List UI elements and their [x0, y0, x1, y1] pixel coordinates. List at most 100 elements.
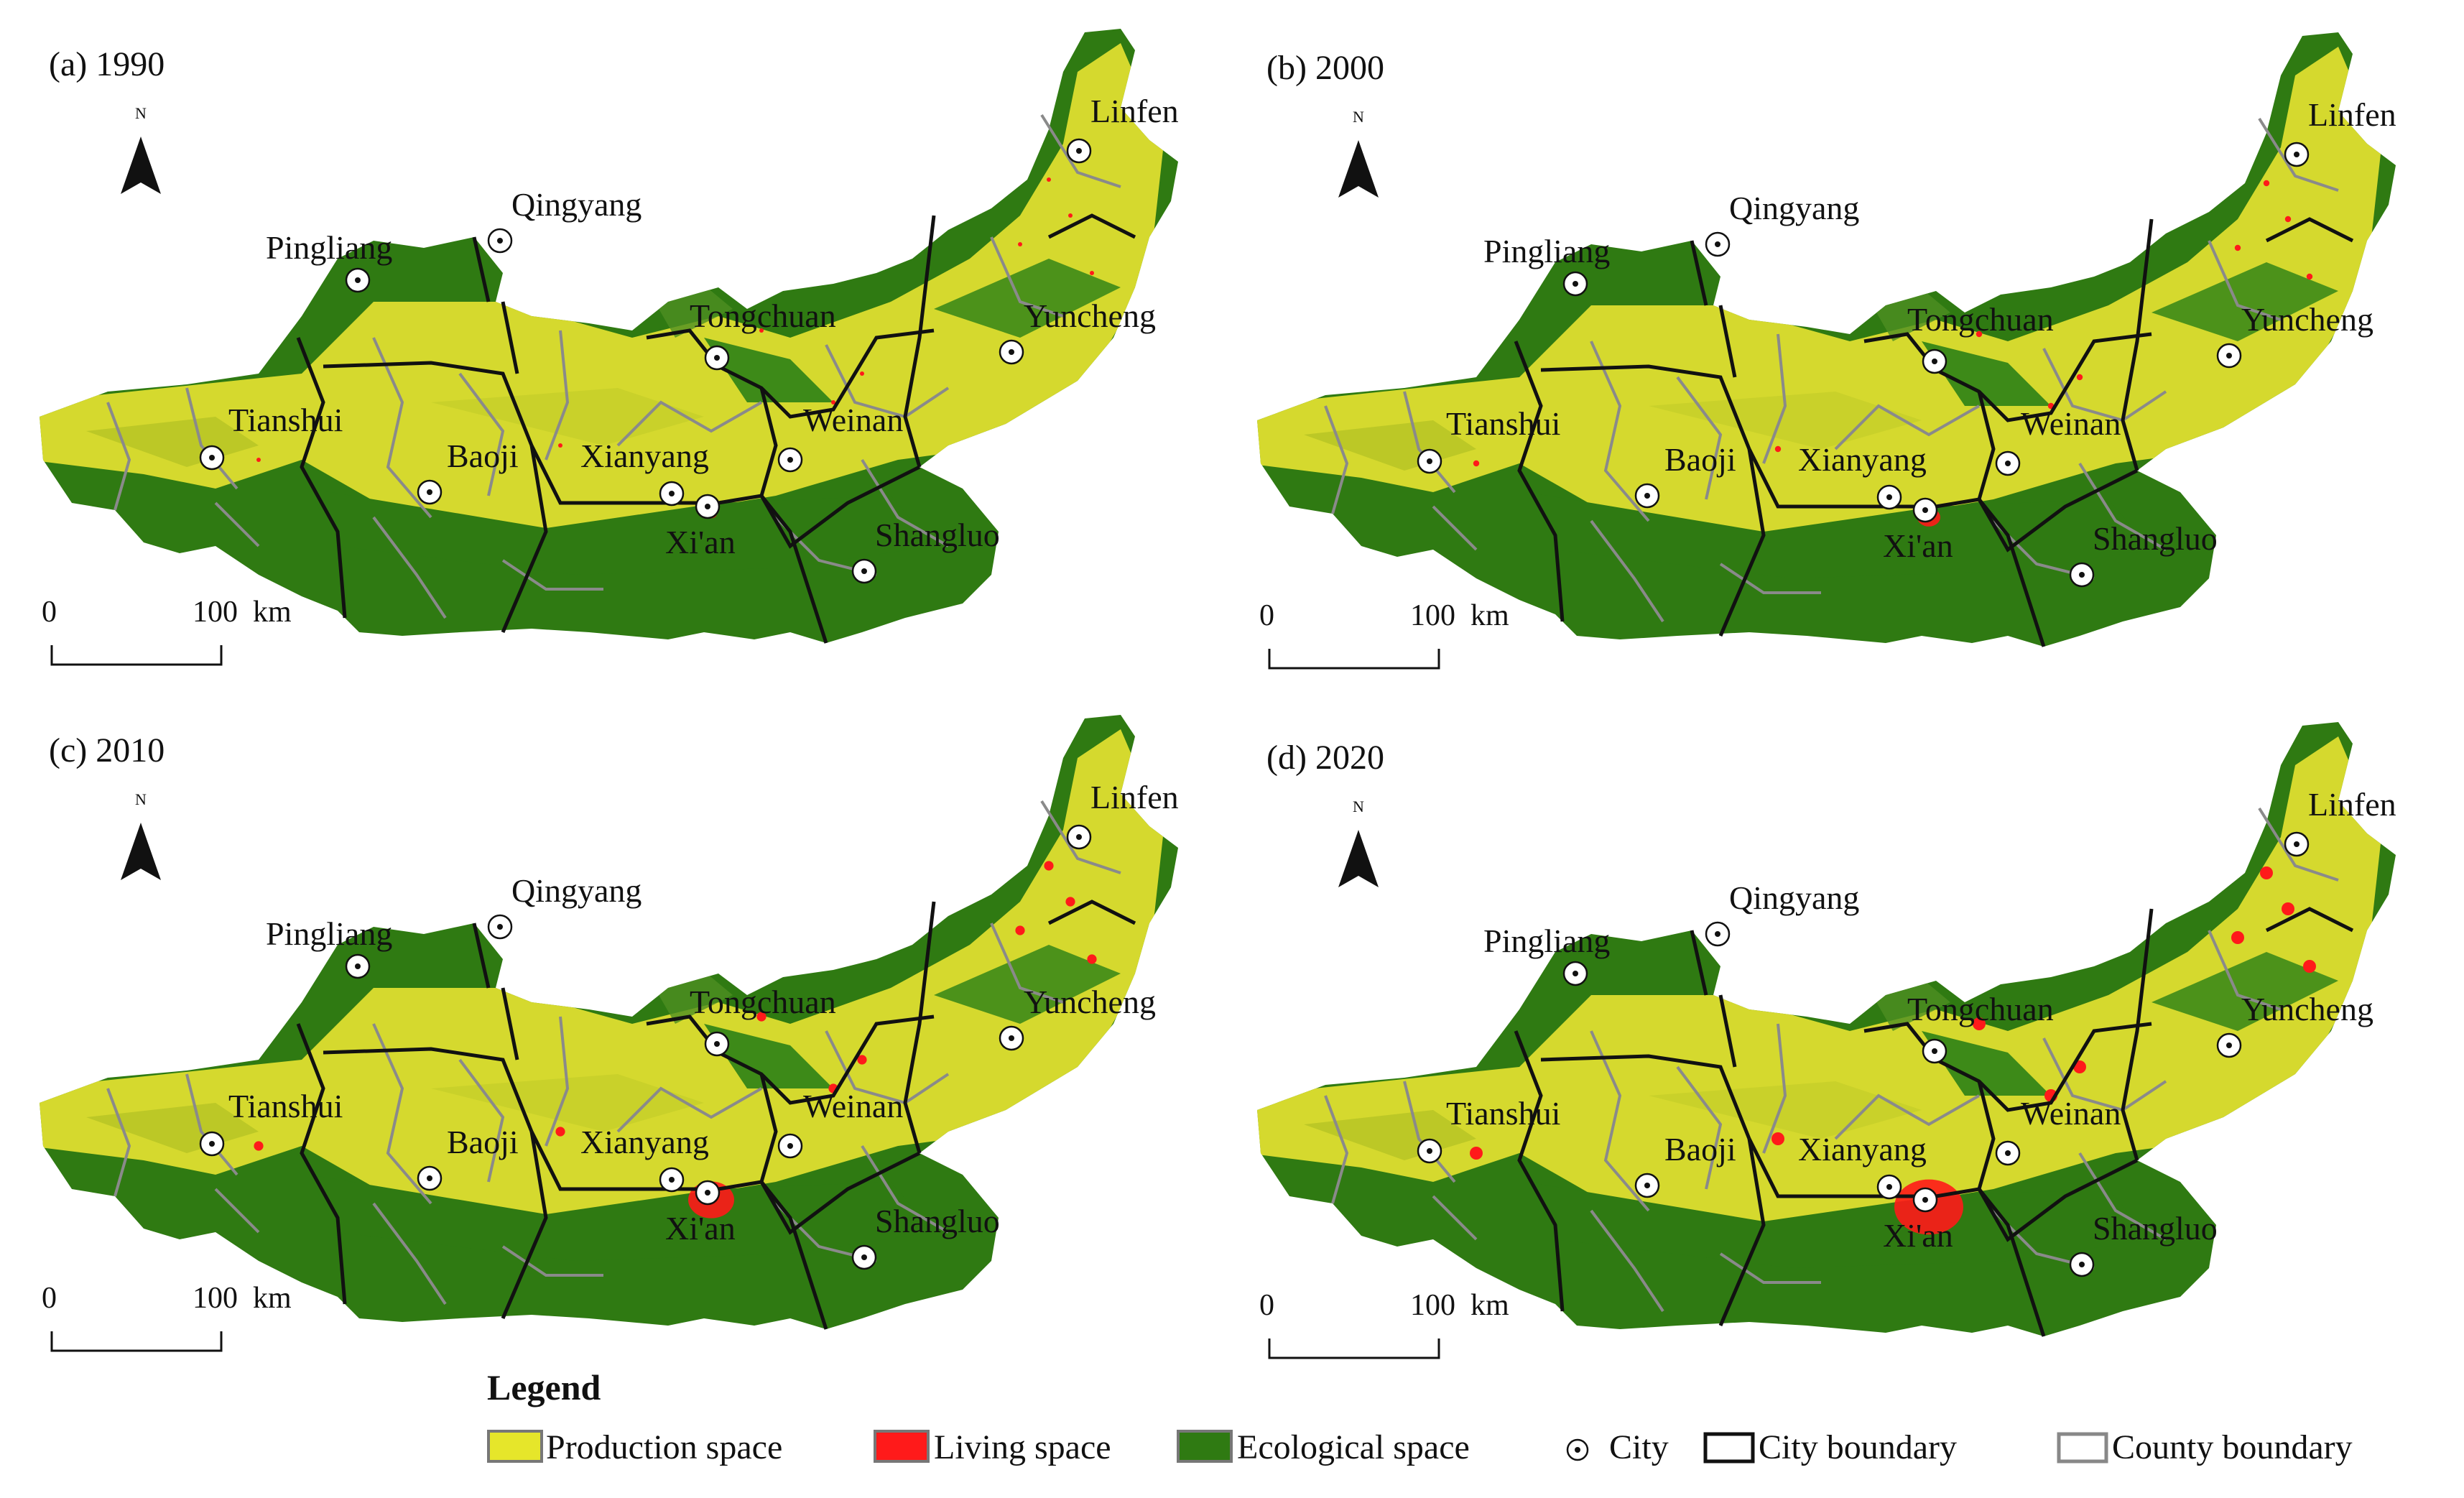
living-patch — [254, 1141, 264, 1151]
city-dot-icon — [1634, 483, 1660, 509]
scale-bar: 0 100 km — [42, 1282, 292, 1352]
map-panel-2000: (b) 2000 N 0 100 km Linfen Qingyang Pingliang To… — [1246, 32, 2396, 670]
city-marker: Tongchuan — [690, 297, 836, 371]
city-dot-icon — [851, 1244, 877, 1270]
city-marker: Yuncheng — [999, 297, 1156, 365]
city-dot-icon — [659, 481, 685, 507]
legend-city-label: City — [1609, 1428, 1669, 1466]
city-dot-icon — [2216, 1032, 2242, 1058]
living-patch — [2076, 374, 2083, 381]
city-marker: Tianshui — [1417, 405, 1560, 474]
city-dot-icon — [2216, 343, 2242, 369]
north-arrow-icon — [1338, 140, 1379, 198]
scale-zero: 0 — [42, 1282, 57, 1315]
panel-label: (d) 2020 — [1266, 739, 1384, 777]
living-patch — [1015, 925, 1025, 935]
city-marker: Shangluo — [851, 1203, 1000, 1270]
city-dot-icon — [1566, 1438, 1589, 1461]
scale-unit: km — [1470, 599, 1509, 632]
scale-zero: 0 — [42, 596, 57, 629]
city-marker: Baoji — [1634, 1131, 1736, 1198]
city-label: Tianshui — [1446, 1095, 1560, 1132]
city-marker: Pingliang — [1483, 923, 1610, 986]
city-label: Shangluo — [875, 517, 1000, 553]
city-label: Shangluo — [2093, 1210, 2218, 1247]
city-dot-icon — [1417, 1138, 1442, 1164]
north-label: N — [1353, 108, 1364, 126]
city-label: Shangluo — [875, 1203, 1000, 1239]
city-dot-icon — [1634, 1173, 1660, 1198]
city-dot-icon — [851, 558, 877, 584]
living-patch — [1018, 242, 1022, 246]
city-marker: Pingliang — [1483, 233, 1610, 297]
city-dot-icon — [1922, 1038, 1947, 1064]
city-label: Linfen — [2308, 786, 2396, 823]
scale-distance: 100 — [1410, 599, 1455, 632]
scale-unit: km — [253, 596, 292, 629]
city-label: Tianshui — [1446, 405, 1560, 442]
city-marker: Qingyang — [487, 872, 642, 940]
living-patch — [2284, 216, 2292, 223]
city-dot-icon — [417, 479, 443, 505]
living-patch — [2282, 902, 2294, 915]
city-dot-icon — [345, 953, 371, 979]
ecological-swatch — [1177, 1430, 1233, 1463]
county-boundary-swatch — [2057, 1432, 2108, 1464]
city-dot-icon — [1912, 497, 1938, 523]
city-label: Pingliang — [1483, 233, 1610, 269]
legend-title: Legend — [487, 1367, 601, 1407]
city-label: Qingyang — [1729, 190, 1859, 226]
living-patch — [1774, 445, 1782, 453]
city-label: Xi'an — [1883, 1217, 1953, 1254]
living-patch — [1973, 1017, 1986, 1030]
city-label: Tianshui — [228, 402, 343, 438]
city-label: Weinan — [2021, 405, 2121, 442]
city-dot-icon — [999, 339, 1024, 365]
city-dot-icon — [695, 494, 721, 519]
living-patch — [2306, 273, 2313, 280]
city-marker: Pingliang — [266, 915, 392, 979]
city-marker: Qingyang — [487, 186, 642, 254]
living-patch — [857, 1055, 867, 1065]
legend-production-label: Production space — [546, 1428, 782, 1466]
city-dot-icon — [1562, 271, 1588, 297]
scale-unit: km — [253, 1282, 292, 1315]
scale-unit: km — [1470, 1289, 1509, 1322]
city-dot-icon — [1705, 231, 1731, 257]
city-marker: Xianyang — [580, 1124, 709, 1193]
city-label: Linfen — [1090, 779, 1179, 815]
city-label: Qingyang — [511, 186, 642, 223]
scale-bar: 0 100 km — [42, 596, 292, 666]
land-cover — [1246, 722, 2396, 1336]
city-label: Xi'an — [665, 524, 736, 560]
city-marker: Yuncheng — [2216, 991, 2373, 1058]
city-marker: Xi'an — [665, 494, 736, 560]
city-label: Linfen — [1090, 93, 1179, 129]
city-marker: Linfen — [1066, 779, 1179, 850]
city-marker: Linfen — [2284, 786, 2396, 857]
living-patch — [256, 458, 261, 462]
city-dot-icon — [1705, 921, 1731, 947]
city-dot-icon — [1995, 1140, 2021, 1166]
city-label: Tongchuan — [1907, 301, 2054, 338]
city-label: Tongchuan — [690, 297, 836, 334]
city-dot-icon — [2069, 1252, 2095, 1277]
city-marker: Tongchuan — [690, 984, 836, 1057]
city-label: Pingliang — [1483, 923, 1610, 959]
living-patch — [1047, 177, 1051, 182]
living-space-patches — [256, 177, 1094, 462]
city-dot-icon — [1922, 348, 1947, 374]
living-patch — [1090, 271, 1094, 275]
city-marker: Xi'an — [1883, 1187, 1953, 1254]
city-marker: Yuncheng — [2216, 301, 2373, 369]
city-dot-icon — [695, 1180, 721, 1206]
living-patch — [2231, 931, 2244, 944]
living-space-patches — [1473, 180, 2313, 467]
living-patch — [2263, 180, 2270, 187]
city-dot-icon — [199, 445, 225, 471]
city-marker: Xianyang — [1798, 441, 1927, 510]
city-marker: Tianshui — [199, 1088, 343, 1157]
living-swatch — [874, 1430, 930, 1463]
city-dot-icon — [417, 1165, 443, 1191]
city-dot-icon — [1912, 1187, 1938, 1213]
